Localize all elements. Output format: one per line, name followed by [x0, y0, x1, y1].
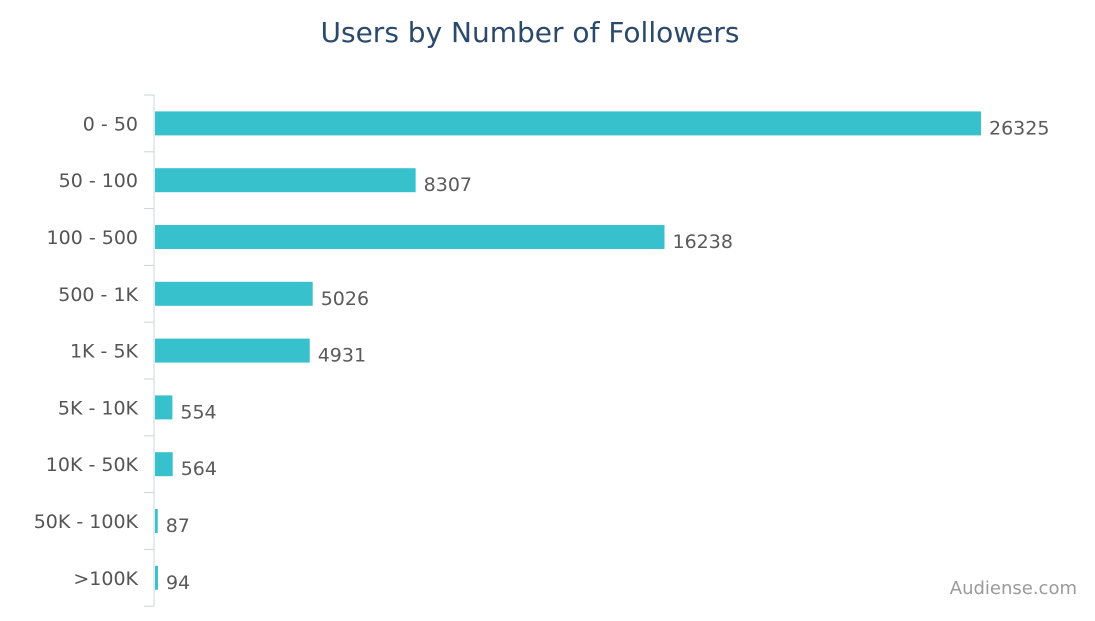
value-label: 8307: [424, 174, 472, 196]
category-label: 1K - 5K: [70, 341, 139, 363]
value-label: 16238: [673, 231, 733, 253]
value-label: 564: [181, 458, 217, 480]
bar: [155, 452, 173, 477]
value-label: 87: [166, 515, 190, 537]
bar: [155, 509, 158, 533]
value-label: 94: [166, 572, 190, 594]
category-label: 500 - 1K: [58, 284, 138, 306]
category-label: 50K - 100K: [34, 511, 139, 533]
category-label: 100 - 500: [47, 227, 138, 249]
bar: [155, 111, 981, 136]
bar: [155, 565, 158, 590]
category-label: 0 - 50: [83, 113, 138, 135]
bar: [155, 338, 310, 363]
category-label: >100K: [73, 568, 138, 590]
y-axis: [144, 94, 155, 607]
watermark: Audiense.com: [949, 578, 1077, 599]
chart-title: Users by Number of Followers: [320, 16, 740, 49]
bars: [155, 111, 981, 590]
bar: [155, 225, 665, 249]
value-label: 5026: [321, 288, 369, 310]
category-label: 50 - 100: [59, 170, 138, 192]
labels: 0 - 50 26325 50 - 100 8307 100 - 500 16238 500…: [34, 113, 1050, 593]
category-label: 10K - 50K: [46, 454, 139, 476]
value-label: 554: [180, 401, 216, 423]
bar: [155, 281, 313, 306]
category-label: 5K - 10K: [58, 397, 139, 419]
bar: [155, 395, 173, 420]
value-label: 26325: [989, 117, 1049, 139]
bar: [155, 168, 416, 193]
value-label: 4931: [318, 345, 366, 367]
